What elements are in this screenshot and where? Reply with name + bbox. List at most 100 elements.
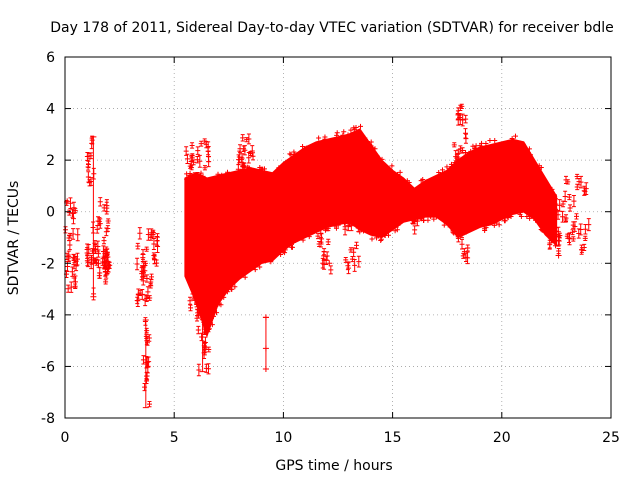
data-point (142, 260, 148, 266)
data-point (512, 133, 518, 139)
data-point (236, 154, 242, 165)
data-point (563, 214, 569, 222)
data-point (212, 175, 218, 181)
data-point (143, 378, 149, 384)
data-point (257, 264, 263, 270)
y-tick-label: 6 (46, 50, 55, 66)
data-point (539, 227, 545, 233)
data-point (567, 232, 573, 246)
data-point (544, 206, 550, 219)
data-point (517, 140, 523, 146)
data-point (397, 169, 403, 175)
data-point (63, 270, 69, 279)
data-point (214, 310, 220, 316)
data-point (547, 232, 553, 238)
data-point (240, 134, 246, 142)
data-point (72, 208, 78, 214)
data-point (582, 223, 588, 235)
data-point (571, 195, 577, 208)
data-point (341, 129, 347, 135)
data-point (478, 145, 484, 151)
data-point (309, 227, 315, 233)
data-point (413, 213, 419, 222)
data-point (451, 142, 457, 148)
data-point (491, 222, 497, 228)
data-point (84, 151, 90, 162)
data-point (572, 221, 578, 232)
data-point (251, 180, 257, 189)
data-point (144, 357, 150, 368)
y-tick-label: 4 (46, 102, 55, 118)
data-point (184, 176, 190, 182)
data-point (345, 220, 351, 232)
data-point (300, 143, 306, 149)
data-point (242, 274, 248, 280)
data-point (417, 185, 423, 191)
data-point (296, 151, 302, 157)
data-point (402, 216, 408, 222)
data-point (522, 206, 528, 212)
data-point (223, 285, 229, 291)
data-point (428, 213, 434, 219)
data-point (416, 200, 422, 213)
data-point (346, 213, 352, 224)
data-point (348, 220, 354, 232)
data-point (570, 221, 576, 229)
data-point (463, 133, 469, 144)
data-point (190, 288, 196, 300)
data-point (483, 141, 489, 147)
data-point (187, 296, 193, 305)
data-point (68, 281, 74, 293)
data-point (70, 228, 76, 240)
data-point (246, 133, 252, 145)
data-point (145, 228, 151, 241)
data-point (283, 162, 289, 168)
data-point (352, 258, 358, 272)
data-point (553, 198, 559, 211)
data-point (236, 150, 242, 164)
data-point (346, 262, 352, 275)
data-point (237, 144, 243, 154)
data-point (582, 235, 588, 242)
x-tick-label: 0 (61, 430, 70, 446)
data-point (183, 146, 189, 156)
data-point (431, 216, 437, 222)
data-point (247, 150, 253, 156)
data-point (142, 383, 148, 392)
data-point (271, 252, 277, 258)
data-point (241, 270, 247, 276)
data-point (555, 226, 561, 237)
data-point (221, 294, 227, 300)
data-point (374, 235, 380, 241)
data-point (135, 288, 141, 300)
data-point (289, 240, 295, 246)
data-point (248, 266, 254, 272)
data-point (100, 245, 106, 258)
data-point (460, 147, 466, 154)
data-point (71, 273, 77, 283)
data-point (368, 139, 374, 145)
data-point (465, 244, 471, 252)
data-point (370, 145, 376, 151)
data-point (465, 251, 471, 265)
data-point (134, 257, 140, 271)
data-point (95, 249, 101, 258)
data-point (96, 272, 102, 279)
data-point (88, 177, 94, 186)
data-point (483, 225, 489, 231)
data-point (468, 148, 474, 154)
data-point (444, 164, 450, 170)
y-tick-label: -6 (41, 359, 55, 375)
data-point (66, 254, 72, 262)
data-point (462, 224, 468, 235)
data-point (455, 153, 461, 166)
data-point (576, 228, 582, 239)
data-point (525, 210, 531, 216)
data-point (195, 325, 201, 335)
data-point (260, 166, 266, 172)
data-point (547, 198, 553, 211)
data-point (392, 228, 398, 234)
data-point (140, 276, 146, 286)
data-point (520, 141, 526, 147)
data-point (494, 215, 500, 221)
